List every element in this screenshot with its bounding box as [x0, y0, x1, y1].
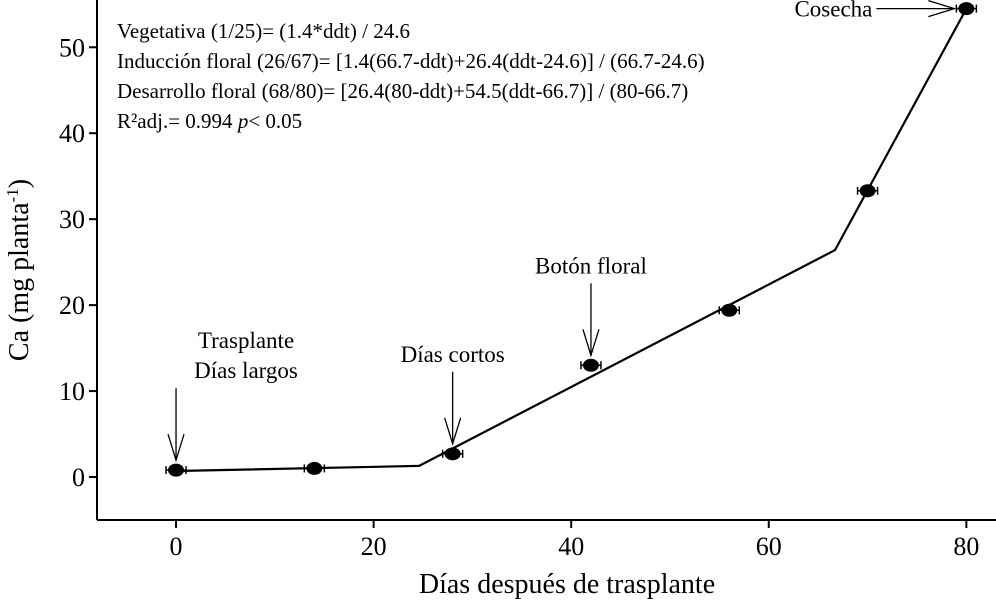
- r2-statistic: R²adj.= 0.994 p< 0.05: [117, 109, 302, 133]
- data-marker: [958, 2, 975, 16]
- r2-p-symbol: p: [236, 109, 249, 133]
- annotation-label: Cosecha: [794, 0, 872, 22]
- annotation-arrow-head: [582, 329, 600, 358]
- y-axis-title-superscript: -1: [3, 188, 22, 202]
- annotation-arrow-head: [928, 0, 957, 18]
- x-tick-label: 20: [361, 532, 387, 561]
- x-tick-label: 60: [756, 532, 782, 561]
- annotation-arrow-head: [444, 417, 462, 447]
- data-point: [718, 303, 741, 317]
- y-axis-title: Ca (mg planta-1): [3, 179, 35, 361]
- y-axis-title-close: ): [4, 179, 35, 188]
- model-equations: Vegetativa (1/25)= (1.4*ddt) / 24.6 Indu…: [117, 19, 705, 133]
- r2-prefix: R²adj.= 0.994: [117, 109, 238, 133]
- fit-line-path: [175, 8, 968, 473]
- stage-annotations: Trasplante Días largos Días cortos Botón fl…: [167, 0, 957, 463]
- data-point: [303, 461, 326, 475]
- x-tick-label: 0: [170, 532, 183, 561]
- y-tick-label: 40: [59, 119, 85, 148]
- r2-suffix: < 0.05: [248, 109, 302, 133]
- data-marker: [582, 358, 599, 372]
- x-ticks: 0 20 40 60 80: [170, 520, 979, 561]
- x-tick-label: 40: [558, 532, 584, 561]
- equation-floral-development: Desarrollo floral (68/80)= [26.4(80-ddt)…: [117, 79, 688, 103]
- annotation-arrow-head: [167, 433, 185, 463]
- annotation-label: Días largos: [194, 358, 298, 383]
- data-marker: [168, 463, 185, 477]
- data-marker: [859, 184, 876, 198]
- data-marker: [444, 447, 461, 461]
- fitted-segmented-line: [175, 8, 968, 473]
- data-marker: [721, 303, 738, 317]
- equation-vegetative: Vegetativa (1/25)= (1.4*ddt) / 24.6: [117, 19, 410, 43]
- equation-floral-induction: Inducción floral (26/67)= [1.4(66.7-ddt)…: [117, 49, 705, 73]
- x-tick-label: 80: [953, 532, 979, 561]
- annotation-label: Días cortos: [401, 342, 505, 367]
- annotation-label: Botón floral: [535, 253, 647, 278]
- y-tick-label: 30: [59, 205, 85, 234]
- data-point: [580, 358, 602, 372]
- y-tick-label: 20: [59, 291, 85, 320]
- data-marker: [306, 461, 323, 475]
- data-points: [165, 2, 978, 477]
- data-point: [165, 463, 187, 477]
- y-ticks: 0 10 20 30 40 50: [59, 33, 97, 492]
- annotation-label: Trasplante: [198, 328, 294, 353]
- y-tick-label: 50: [59, 33, 85, 62]
- data-point: [955, 2, 978, 16]
- data-point: [856, 184, 879, 198]
- y-axis-title-main: Ca (mg planta: [4, 202, 35, 361]
- x-axis-title: Días después de trasplante: [419, 569, 715, 600]
- y-tick-label: 0: [72, 463, 85, 492]
- data-point: [441, 447, 464, 461]
- y-tick-label: 10: [59, 377, 85, 406]
- plot-frame: [96, 0, 996, 521]
